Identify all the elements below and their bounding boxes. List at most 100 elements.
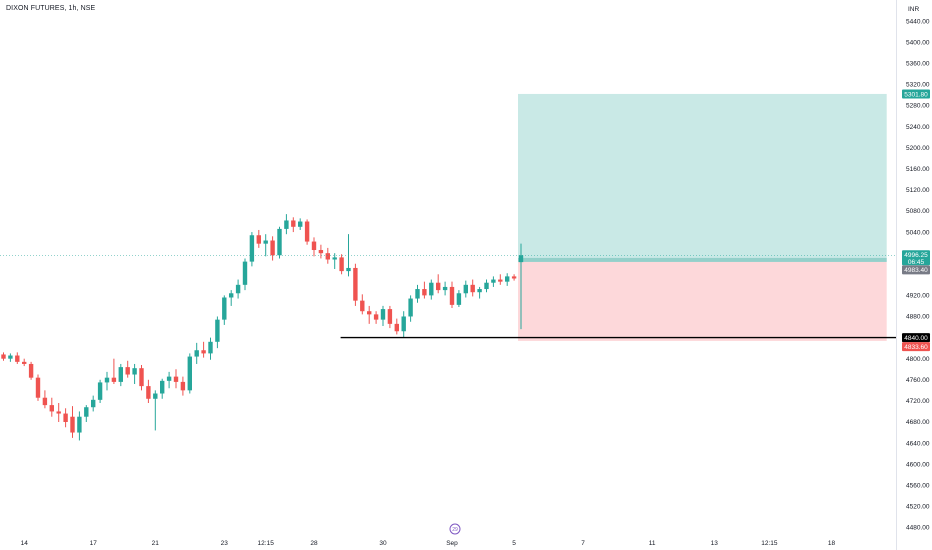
y-tick-label: 5080.00: [906, 208, 930, 215]
x-tick-label: 14: [21, 540, 29, 547]
candle-body: [173, 376, 179, 382]
candle-body: [442, 286, 448, 291]
position-zones[interactable]: [518, 93, 887, 341]
target-badge: 5301.80: [904, 91, 928, 98]
candle-body: [139, 368, 144, 387]
candle-body: [318, 250, 324, 254]
candle-body: [146, 386, 151, 399]
candle-body: [215, 319, 220, 342]
candle-body: [118, 367, 123, 382]
candle-body: [15, 355, 20, 362]
candle-body: [153, 393, 158, 399]
x-tick-label: 23: [221, 540, 229, 547]
candle-body: [304, 221, 310, 242]
x-tick-label: 28: [310, 540, 318, 547]
x-tick-label: 12:15: [761, 540, 778, 547]
session-marker[interactable]: 29: [449, 523, 461, 535]
entry-band: [518, 257, 887, 262]
profit-zone[interactable]: [518, 93, 887, 262]
y-tick-label: 5400.00: [906, 39, 930, 46]
y-tick-label: 4480.00: [906, 525, 930, 532]
x-tick-label: 21: [152, 540, 160, 547]
candle-body: [201, 350, 206, 354]
candle-body: [84, 407, 89, 417]
candle-body: [222, 297, 227, 320]
x-tick-label: 12:15: [258, 540, 275, 547]
candle-body: [325, 253, 330, 260]
candle-body: [208, 341, 213, 354]
y-tick-label: 4760.00: [906, 377, 930, 384]
chart-title: DIXON FUTURES, 1h, NSE: [6, 5, 96, 12]
candle-body: [28, 363, 34, 378]
candle-body: [422, 289, 427, 296]
y-tick-label: 5040.00: [906, 229, 930, 236]
candle-body: [367, 311, 372, 315]
y-tick-label: 4640.00: [906, 440, 930, 447]
x-tick-label: 5: [512, 540, 516, 547]
candle-body: [22, 361, 27, 364]
x-tick-label: 17: [90, 540, 98, 547]
currency-label: INR: [908, 6, 920, 13]
candle-body: [415, 289, 420, 299]
candle-body: [353, 267, 358, 301]
candle-body: [180, 381, 186, 391]
y-tick-label: 5200.00: [906, 145, 930, 152]
candle-body: [291, 220, 296, 227]
candle-body: [63, 413, 68, 422]
candle-body: [346, 267, 351, 272]
candle-body: [491, 279, 496, 283]
candle-body: [401, 316, 406, 332]
candle-body: [270, 240, 275, 256]
candle-body: [339, 257, 344, 272]
candle-body: [166, 376, 172, 381]
candle-body: [8, 355, 13, 359]
candle-body: [498, 279, 503, 282]
candle-body: [229, 293, 234, 298]
price-axis[interactable]: INR 5440.005400.005360.005320.005280.005…: [896, 0, 930, 550]
candle-body: [256, 235, 261, 244]
loss-zone[interactable]: [518, 261, 887, 341]
last-price-badge: 4996.25: [904, 252, 928, 259]
y-tick-label: 5320.00: [906, 82, 930, 89]
y-tick-label: 4680.00: [906, 419, 930, 426]
entry-badge: 4983.40: [904, 267, 928, 274]
candle-body: [429, 282, 434, 296]
candle-body: [518, 255, 524, 263]
candle-body: [42, 397, 48, 406]
time-axis[interactable]: 14 17 21 23 12:15 28 30 Sep 5 7 11 13 12:15 18: [21, 540, 836, 547]
candle-body: [111, 377, 117, 382]
y-tick-label: 4920.00: [906, 293, 930, 300]
y-tick-label: 4880.00: [906, 314, 930, 321]
y-tick-label: 5360.00: [906, 60, 930, 67]
candle-body: [35, 377, 41, 398]
candle-body: [436, 282, 441, 291]
y-tick-label: 4800.00: [906, 356, 930, 363]
candle-body: [242, 261, 248, 285]
y-tick-label: 5120.00: [906, 187, 930, 194]
stop-level-badge-bg: [902, 333, 930, 343]
session-marker-icon[interactable]: [449, 523, 461, 535]
stop-badge: 4833.60: [904, 344, 928, 351]
x-tick-label: 7: [581, 540, 585, 547]
x-tick-label: 30: [379, 540, 387, 547]
y-tick-label: 5280.00: [906, 103, 930, 110]
candle-body: [470, 284, 475, 293]
y-tick-label: 5160.00: [906, 166, 930, 173]
x-tick-label: 11: [649, 540, 656, 547]
candle-body: [235, 284, 241, 294]
candle-body: [263, 240, 268, 244]
candle-body: [160, 380, 165, 394]
candle-body: [380, 309, 386, 320]
candle-body: [277, 228, 282, 256]
y-tick-label: 5240.00: [906, 124, 930, 131]
stop-badge-bg: [902, 342, 930, 352]
candle-body: [463, 284, 468, 294]
candle-body: [56, 411, 61, 414]
candle-body: [505, 276, 510, 282]
candle-body: [91, 399, 96, 408]
candle-body: [298, 221, 303, 227]
candle-body: [311, 241, 317, 251]
x-tick-label: 13: [711, 540, 719, 547]
candle-body: [394, 323, 399, 332]
